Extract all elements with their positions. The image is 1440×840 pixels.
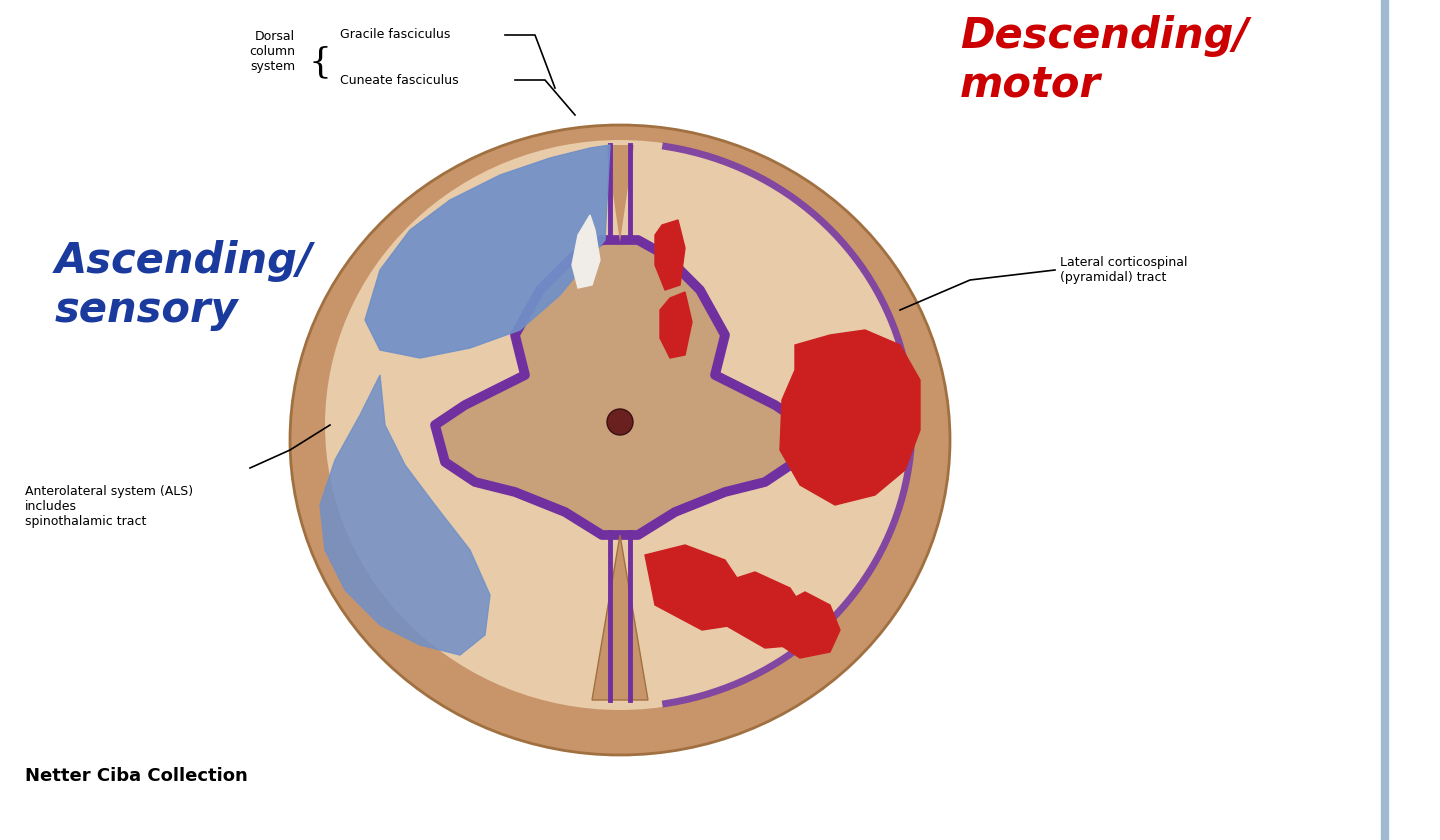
Circle shape [608, 409, 634, 435]
Text: Ascending/
sensory: Ascending/ sensory [55, 240, 312, 331]
Text: Descending/
motor: Descending/ motor [960, 15, 1248, 106]
Polygon shape [770, 592, 840, 658]
Text: Netter Ciba Collection: Netter Ciba Collection [24, 767, 248, 785]
Text: Gracile fasciculus: Gracile fasciculus [340, 29, 451, 41]
Ellipse shape [289, 125, 950, 755]
Ellipse shape [325, 140, 914, 710]
Polygon shape [645, 545, 744, 630]
Polygon shape [606, 145, 634, 242]
Polygon shape [364, 145, 611, 358]
Polygon shape [435, 240, 805, 535]
Text: Cuneate fasciculus: Cuneate fasciculus [340, 74, 458, 87]
Polygon shape [655, 220, 685, 290]
Ellipse shape [852, 348, 907, 402]
Polygon shape [592, 535, 648, 700]
Text: {: { [308, 45, 331, 79]
Polygon shape [780, 330, 920, 505]
Polygon shape [572, 215, 600, 288]
Polygon shape [660, 292, 693, 358]
Polygon shape [320, 375, 490, 655]
Text: Lateral corticospinal
(pyramidal) tract: Lateral corticospinal (pyramidal) tract [1060, 256, 1188, 284]
Polygon shape [716, 572, 809, 648]
Text: Dorsal
column
system: Dorsal column system [249, 30, 295, 73]
Text: Anterolateral system (ALS)
includes
spinothalamic tract: Anterolateral system (ALS) includes spin… [24, 485, 193, 528]
